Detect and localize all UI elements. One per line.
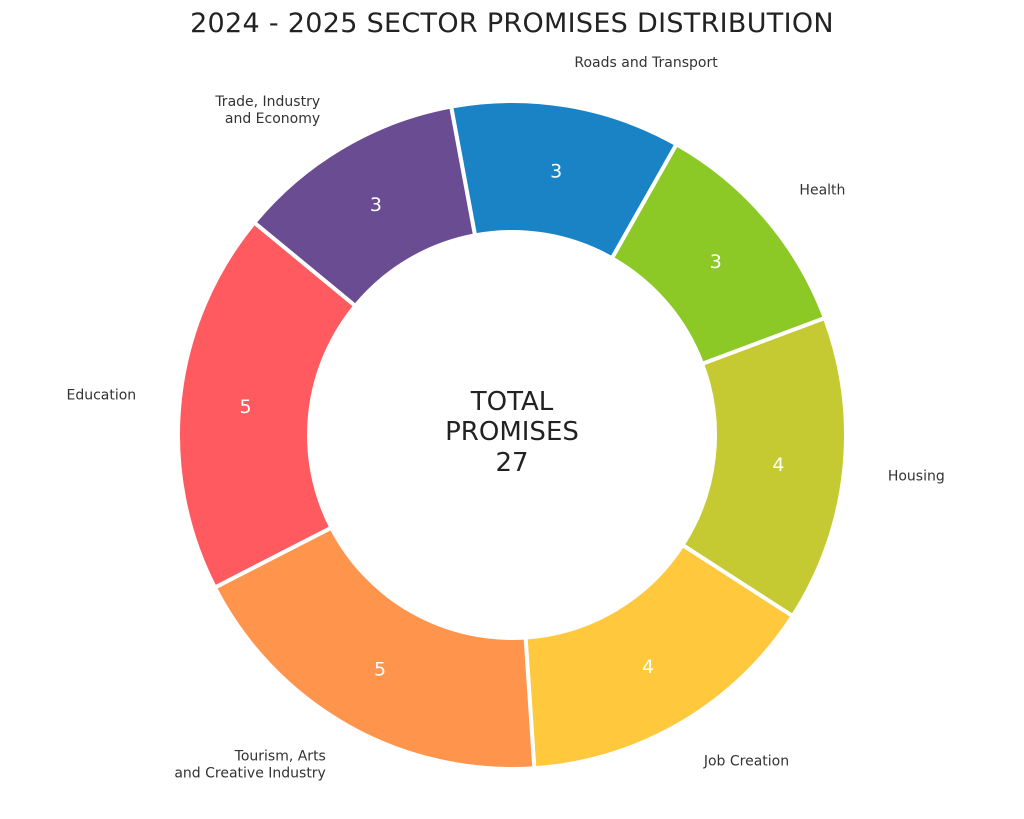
- category-label-6-0: Trade, Industry: [214, 94, 320, 110]
- slices: 3 3 4 4 5 5 3: [176, 99, 848, 771]
- category-label-5-0: Education: [66, 387, 136, 403]
- value-label-4: 5: [374, 658, 386, 680]
- center-total-label: TOTAL: [470, 387, 554, 417]
- center-promises-label: PROMISES: [445, 417, 579, 447]
- category-label-3-0: Job Creation: [703, 754, 789, 770]
- value-label-2: 4: [772, 454, 784, 476]
- value-label-6: 3: [370, 194, 382, 216]
- value-label-5: 5: [240, 396, 252, 418]
- slice-6: [251, 104, 478, 309]
- labels: Roads and Transport Health Housing Job Crea…: [66, 55, 944, 781]
- category-label-2-0: Housing: [888, 469, 945, 485]
- slice-4: [212, 524, 537, 771]
- slice-2: [679, 315, 848, 619]
- category-label-0-0: Roads and Transport: [574, 55, 718, 71]
- category-label-4-1: and Creative Industry: [174, 765, 326, 781]
- slice-3: [523, 542, 796, 771]
- value-label-0: 3: [550, 161, 562, 183]
- value-label-1: 3: [710, 251, 722, 273]
- slice-5: [176, 219, 359, 591]
- chart-title: 2024 - 2025 SECTOR PROMISES DISTRIBUTION: [190, 8, 834, 39]
- category-label-4-0: Tourism, Arts: [234, 748, 326, 764]
- center-total-value: 27: [495, 448, 528, 478]
- value-label-3: 4: [642, 656, 654, 678]
- category-label-1-0: Health: [799, 183, 845, 199]
- category-label-6-1: and Economy: [225, 111, 320, 127]
